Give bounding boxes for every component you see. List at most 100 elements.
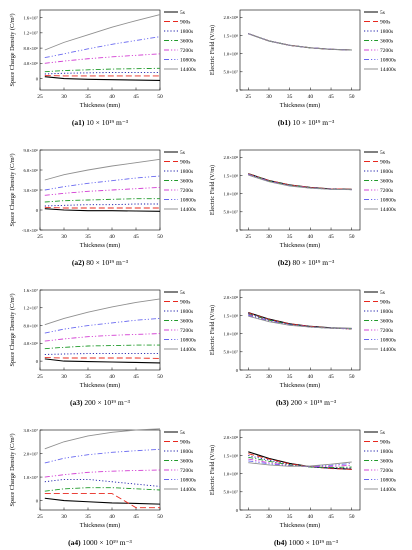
legend-label: 7200s xyxy=(380,188,393,194)
legend-label: 14400s xyxy=(380,347,396,353)
series-line-1800s xyxy=(44,478,161,487)
y-tick-label: 3.0×10⁶ xyxy=(23,188,38,193)
y-tick-label: 8.0×10⁶ xyxy=(23,323,38,328)
legend-label: 14400s xyxy=(380,67,396,73)
y-tick-label: 0 xyxy=(36,498,39,503)
legend-label: 14400s xyxy=(180,207,196,213)
x-tick-label: 50 xyxy=(157,514,163,520)
x-tick-label: 30 xyxy=(266,234,272,240)
caption-text: 10 × 10¹⁹ m⁻³ xyxy=(86,118,129,127)
series-line-3600s xyxy=(44,198,160,203)
x-tick-label: 50 xyxy=(157,234,163,240)
panel-a2: 25 30 35 40 45 50 -3.0×10⁶ 0 3.0×10⁶ 6.0×10⁶ 9.0×1… xyxy=(9,148,196,249)
y-tick-label: 1.0×10⁷ xyxy=(23,475,38,480)
legend-label: 14400s xyxy=(380,207,396,213)
x-tick-label: 25 xyxy=(246,94,252,100)
x-tick-label: 25 xyxy=(37,94,43,100)
caption-a2: (a2) 80 × 10¹⁹ m⁻³ xyxy=(0,258,200,267)
x-tick-label: 45 xyxy=(328,94,334,100)
x-tick-label: 40 xyxy=(109,94,115,100)
y-tick-label: 1.6×10⁷ xyxy=(23,288,38,293)
legend-label: 14400s xyxy=(180,347,196,353)
series-line-10800s xyxy=(44,36,161,59)
x-axis-label: Thickness (mm) xyxy=(280,102,320,109)
series-line-14400s xyxy=(248,174,352,191)
y-tick-label: 9.0×10⁶ xyxy=(23,148,38,153)
y-tick-label: 1.0×10⁸ xyxy=(223,331,238,336)
plot-frame xyxy=(239,9,361,91)
legend-label: 7200s xyxy=(380,48,393,54)
series-line-3600s xyxy=(44,67,161,73)
legend-label: 900s xyxy=(380,20,390,26)
series-line-3600s xyxy=(44,344,160,350)
caption-text: 200 × 10¹⁹ m⁻³ xyxy=(84,398,130,407)
legend-label: 1800s xyxy=(180,309,193,315)
legend-label: 5s xyxy=(380,10,385,16)
legend-label: 900s xyxy=(180,20,190,26)
caption-a1: (a1) 10 × 10¹⁹ m⁻³ xyxy=(0,118,200,127)
legend-label: 5s xyxy=(180,10,185,16)
series-line-900s xyxy=(248,312,352,330)
y-tick-label: 0 xyxy=(236,88,239,93)
legend-label: 3600s xyxy=(380,459,393,465)
x-tick-label: 50 xyxy=(349,94,355,100)
series-line-3600s xyxy=(248,313,352,330)
legend-label: 3600s xyxy=(380,39,393,45)
caption-b1: (b1) 10 × 10¹⁹ m⁻³ xyxy=(206,118,406,127)
series-line-900s xyxy=(44,493,160,509)
legend-label: 10800s xyxy=(380,198,396,204)
legend-label: 7200s xyxy=(380,328,393,334)
plot-frame xyxy=(239,289,361,371)
series-line-5s xyxy=(44,497,161,505)
y-tick-label: 0 xyxy=(236,508,239,513)
series-line-10800s xyxy=(44,317,161,334)
series-line-5s xyxy=(44,358,161,364)
y-tick-label: 1.0×10⁸ xyxy=(223,471,238,476)
series-line-14400s xyxy=(248,33,352,51)
y-tick-label: 1.5×10⁸ xyxy=(223,173,238,178)
x-tick-label: 40 xyxy=(109,514,115,520)
y-tick-label: 5.0×10⁷ xyxy=(223,350,238,355)
legend-label: 3600s xyxy=(180,39,193,45)
legend-label: 10800s xyxy=(380,58,396,64)
series-line-7200s xyxy=(248,314,352,330)
y-tick-label: 1.5×10⁸ xyxy=(223,453,238,458)
legend-label: 1800s xyxy=(180,169,193,175)
y-axis-label: Electric Field (V/m) xyxy=(209,165,216,215)
caption-a4: (a4) 1000 × 10¹⁹ m⁻³ xyxy=(0,538,200,547)
caption-text: 80 × 10¹⁹ m⁻³ xyxy=(292,258,335,267)
legend-label: 1800s xyxy=(180,29,193,35)
series-line-900s xyxy=(248,33,352,51)
y-tick-label: 2.0×10⁸ xyxy=(223,15,238,20)
caption-tag: (a2) xyxy=(71,258,87,267)
legend-label: 10800s xyxy=(380,478,396,484)
legend-label: 1800s xyxy=(380,309,393,315)
x-tick-label: 45 xyxy=(133,374,139,380)
panel-a3: 25 30 35 40 45 50 0 4.0×10⁶ 8.0×10⁶ 1.2×10⁷ 1.6×10… xyxy=(9,288,196,389)
caption-tag: (a1) xyxy=(71,118,87,127)
series-line-5s xyxy=(44,208,161,212)
series-line-900s xyxy=(44,206,160,209)
caption-b2: (b2) 80 × 10¹⁹ m⁻³ xyxy=(206,258,406,267)
x-tick-label: 30 xyxy=(61,234,67,240)
x-tick-label: 50 xyxy=(157,374,163,380)
x-axis-label: Thickness (mm) xyxy=(280,382,320,389)
y-axis-label: Electric Field (V/m) xyxy=(209,305,216,355)
y-tick-label: 5.0×10⁷ xyxy=(223,490,238,495)
legend-label: 5s xyxy=(180,150,185,156)
plot-frame xyxy=(39,429,161,511)
x-tick-label: 40 xyxy=(308,234,314,240)
legend-label: 7200s xyxy=(380,468,393,474)
y-tick-label: 2.0×10⁸ xyxy=(223,155,238,160)
x-axis-label: Thickness (mm) xyxy=(280,242,320,249)
x-tick-label: 35 xyxy=(287,514,293,520)
x-tick-label: 25 xyxy=(37,514,43,520)
y-axis-label: Space Charge Density (C/m³) xyxy=(9,293,16,366)
x-tick-label: 35 xyxy=(85,234,91,240)
x-tick-label: 40 xyxy=(308,374,314,380)
y-axis-label: Space Charge Density (C/m³) xyxy=(9,13,16,86)
x-tick-label: 25 xyxy=(37,234,43,240)
series-line-1800s xyxy=(44,203,160,207)
legend-label: 1800s xyxy=(380,449,393,455)
